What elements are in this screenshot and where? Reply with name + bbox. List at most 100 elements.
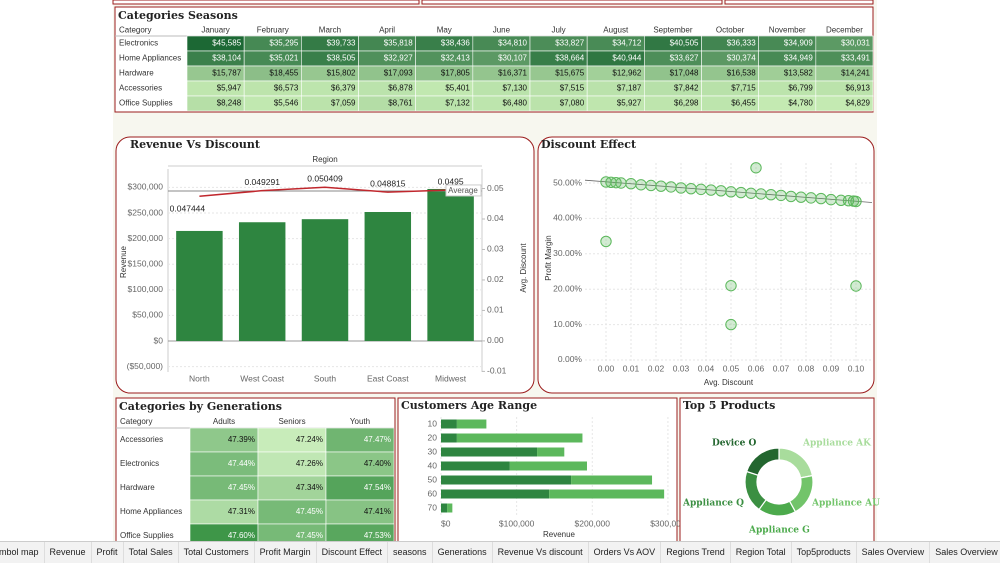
x-tick-label: $200,000 (575, 518, 611, 528)
bar-segment (441, 447, 538, 457)
cell-value: $14,241 (841, 69, 870, 78)
cell-value: $17,805 (441, 69, 470, 78)
heat-cell (189, 499, 259, 525)
cell-value: $6,480 (503, 99, 528, 108)
column-header: Region (312, 155, 337, 164)
cell-value: $16,371 (498, 69, 527, 78)
sheet-tab[interactable]: Revenue Vs discount (493, 542, 589, 563)
sheet-tab[interactable]: Top5products (792, 542, 857, 563)
column-header: November (769, 26, 806, 35)
prev-panel (112, 0, 420, 5)
cell-value: $38,104 (212, 54, 241, 63)
x-tick-label: East Coast (367, 373, 409, 383)
sheet-tab[interactable]: seasons (388, 542, 433, 563)
column-header: February (257, 26, 289, 35)
row-label: Home Appliances (120, 507, 182, 516)
cell-value: $6,913 (846, 84, 871, 93)
cell-value: $7,132 (445, 99, 470, 108)
column-header: June (493, 26, 511, 35)
row-label: Electronics (120, 459, 159, 468)
sheet-tab[interactable]: Profit Margin (255, 542, 317, 563)
point (745, 187, 757, 199)
sheet-tab[interactable]: Total Sales (124, 542, 179, 563)
heat-cell (325, 427, 395, 453)
reference-label: Average (448, 186, 478, 195)
point (655, 180, 667, 192)
sheet-tab[interactable]: Sales Overview 2 (930, 542, 1000, 563)
sheet-tab[interactable]: Discount Effect (317, 542, 389, 563)
data-label: 0.048815 (370, 178, 406, 188)
y2-tick-label: -0.01 (487, 366, 507, 376)
x-tick-label: 0.09 (823, 363, 840, 373)
data-label: 0.047444 (170, 204, 206, 214)
column-header: Seniors (278, 417, 305, 426)
x-tick-label: 0.03 (673, 363, 690, 373)
cell-value: $40,944 (612, 54, 641, 63)
sheet-tab[interactable]: Generations (433, 542, 493, 563)
row-label: Office Supplies (120, 531, 174, 540)
bar-segment (441, 433, 457, 443)
point (725, 318, 737, 331)
point (765, 188, 777, 201)
cell-value: $12,962 (612, 69, 641, 78)
cell-value: $33,491 (841, 54, 870, 63)
bar-segment (441, 489, 550, 499)
point (850, 280, 862, 292)
column-header: July (551, 26, 565, 35)
cell-value: $13,582 (784, 69, 813, 78)
sheet-tab[interactable]: Revenue (45, 542, 92, 563)
data-label: 0.049291 (244, 177, 280, 187)
point (755, 188, 767, 200)
point (600, 235, 612, 248)
sheet-tab[interactable]: Profit (92, 542, 124, 563)
cell-value: $35,021 (269, 54, 298, 63)
sheet-tab[interactable]: Regions Trend (661, 542, 731, 563)
cell-value: $39,733 (327, 39, 356, 48)
column-header: Youth (350, 417, 370, 426)
bar (176, 230, 223, 342)
y-tick-label: $300,000 (128, 182, 164, 192)
row-label: Hardware (120, 483, 155, 492)
x-tick-label: 0.04 (698, 363, 715, 373)
point (695, 183, 707, 196)
bar-segment (447, 503, 453, 513)
cell-value: $15,802 (327, 69, 356, 78)
cell-value: $32,413 (441, 54, 470, 63)
panel-title: Top 5 Products (683, 399, 775, 412)
point (825, 193, 837, 206)
point (685, 182, 697, 195)
y-tick-label: 40 (428, 460, 438, 470)
cell-value: $7,842 (674, 84, 699, 93)
discount-line (199, 186, 451, 198)
point (725, 279, 737, 292)
cell-value: $16,538 (727, 69, 756, 78)
cell-value: $34,909 (784, 39, 813, 48)
y-tick-label: 50.00% (553, 177, 582, 187)
x-tick-label: 0.01 (623, 363, 640, 373)
row-label: Home Appliances (119, 54, 181, 63)
sheet-tab[interactable]: Region Total (731, 542, 792, 563)
x-tick-label: 0.02 (648, 363, 665, 373)
sheet-tab[interactable]: Sales Overview (857, 542, 931, 563)
sheet-tab[interactable]: mbol map (0, 542, 45, 563)
cell-value: $6,878 (388, 84, 413, 93)
sheet-tab[interactable]: Total Customers (179, 542, 255, 563)
x-tick-label: 0.07 (773, 363, 790, 373)
point (675, 182, 687, 194)
cell-value: 47.47% (364, 435, 391, 444)
sheet-tab[interactable]: Orders Vs AOV (589, 542, 662, 563)
y-tick-label: $100,000 (128, 284, 164, 294)
cell-value: $30,374 (727, 54, 756, 63)
column-header: September (653, 26, 692, 35)
y-tick-label: 0.00% (558, 354, 583, 364)
row-label: Accessories (119, 84, 162, 93)
y-tick-label: $250,000 (128, 207, 164, 217)
cell-value: $30,031 (841, 39, 870, 48)
y-axis-title: Revenue (119, 245, 128, 278)
cell-value: 47.45% (296, 507, 323, 516)
y2-tick-label: 0.01 (487, 305, 504, 315)
cell-value: $33,627 (670, 54, 699, 63)
column-header: Category (120, 417, 152, 426)
cell-value: $30,107 (498, 54, 527, 63)
